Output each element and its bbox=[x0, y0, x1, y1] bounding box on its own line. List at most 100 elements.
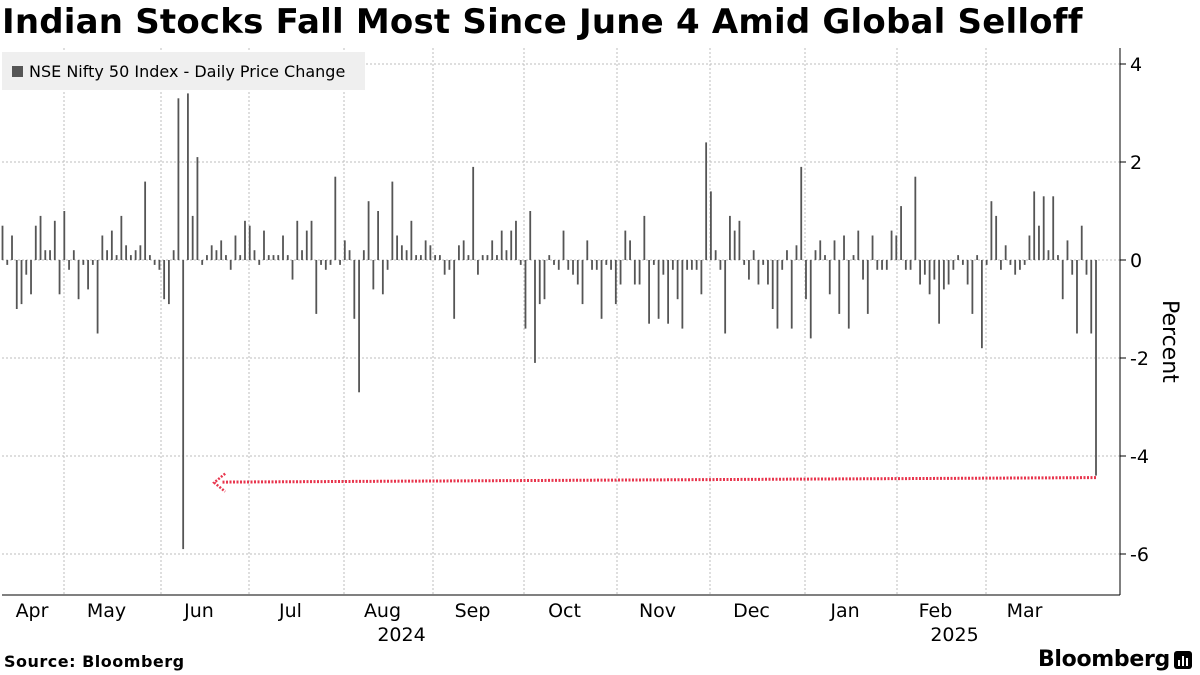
bar bbox=[215, 250, 218, 260]
bar bbox=[1052, 196, 1055, 260]
bar bbox=[900, 206, 902, 260]
bar bbox=[453, 260, 456, 319]
bar bbox=[919, 260, 921, 285]
bar bbox=[667, 260, 670, 324]
x-tick-label: Jan bbox=[829, 600, 859, 622]
bar bbox=[424, 240, 427, 260]
bar bbox=[415, 255, 418, 260]
bar bbox=[315, 260, 318, 314]
x-tick-label: Dec bbox=[733, 600, 770, 622]
bar bbox=[182, 260, 185, 550]
bar bbox=[334, 176, 337, 260]
bar bbox=[301, 250, 303, 260]
bar bbox=[529, 211, 532, 260]
bar bbox=[491, 240, 494, 260]
bar bbox=[695, 260, 698, 270]
x-year-label: 2024 bbox=[377, 624, 425, 646]
chart-title: Indian Stocks Fall Most Since June 4 Ami… bbox=[2, 2, 1083, 42]
bar bbox=[91, 260, 94, 265]
bar bbox=[20, 260, 23, 305]
bar bbox=[163, 260, 166, 300]
bar bbox=[719, 260, 722, 270]
bar bbox=[591, 260, 593, 270]
bar bbox=[1028, 235, 1031, 260]
bar bbox=[139, 245, 142, 260]
bar bbox=[819, 240, 822, 260]
bar bbox=[562, 230, 565, 260]
bar bbox=[843, 235, 845, 260]
annotation-arrow-head bbox=[212, 472, 226, 493]
bar bbox=[515, 220, 517, 260]
bar bbox=[610, 260, 612, 270]
bar bbox=[1061, 260, 1064, 300]
bar bbox=[605, 260, 608, 265]
bar bbox=[648, 260, 650, 324]
bar bbox=[871, 235, 874, 260]
bar bbox=[847, 260, 850, 329]
bar bbox=[947, 260, 950, 285]
bar bbox=[462, 240, 465, 260]
legend-swatch bbox=[12, 65, 23, 77]
bar bbox=[966, 260, 969, 285]
bar bbox=[690, 260, 693, 270]
bar bbox=[671, 260, 674, 270]
bar bbox=[1014, 260, 1017, 275]
y-tick-label: -2 bbox=[1130, 348, 1149, 370]
bar bbox=[15, 260, 18, 309]
bar bbox=[225, 255, 227, 260]
bar bbox=[538, 260, 541, 305]
legend: NSE Nifty 50 Index - Daily Price Change bbox=[2, 52, 365, 90]
bar bbox=[828, 260, 831, 295]
bar bbox=[343, 240, 346, 260]
bar bbox=[77, 260, 80, 300]
bar bbox=[938, 260, 941, 324]
bar bbox=[400, 245, 403, 260]
bar bbox=[1090, 260, 1093, 334]
bar bbox=[324, 260, 327, 270]
bar bbox=[272, 255, 275, 260]
bar bbox=[396, 235, 399, 260]
bar bbox=[34, 225, 37, 260]
bar bbox=[1000, 260, 1002, 270]
bar bbox=[244, 220, 246, 260]
bar bbox=[153, 260, 156, 265]
bar bbox=[353, 260, 356, 319]
bar bbox=[952, 260, 955, 270]
bar bbox=[282, 235, 284, 260]
bar bbox=[129, 255, 132, 260]
bar bbox=[752, 250, 755, 260]
bar bbox=[681, 260, 684, 329]
bar bbox=[686, 260, 689, 270]
bar bbox=[980, 260, 983, 349]
bar bbox=[196, 157, 199, 260]
bar bbox=[348, 250, 351, 260]
bar bbox=[239, 255, 242, 260]
bar bbox=[881, 260, 883, 270]
bar bbox=[310, 220, 313, 260]
bar bbox=[367, 201, 370, 260]
bar bbox=[362, 250, 365, 260]
bars bbox=[1, 93, 1097, 550]
bar bbox=[833, 240, 836, 260]
bar bbox=[410, 220, 413, 260]
bar bbox=[805, 260, 807, 300]
bar bbox=[705, 142, 708, 260]
bar bbox=[39, 215, 42, 260]
x-tick-label: Jun bbox=[183, 600, 214, 622]
bar bbox=[767, 260, 769, 285]
bar bbox=[557, 260, 560, 270]
bar bbox=[890, 230, 893, 260]
bar bbox=[876, 260, 879, 270]
bar bbox=[638, 260, 641, 285]
bar bbox=[458, 245, 460, 260]
bar bbox=[58, 260, 61, 295]
bar bbox=[63, 211, 66, 260]
bar bbox=[942, 260, 945, 290]
bar bbox=[1047, 250, 1050, 260]
bar bbox=[191, 215, 194, 260]
bar bbox=[296, 220, 299, 260]
bar bbox=[72, 250, 75, 260]
bar bbox=[1, 225, 4, 260]
bar bbox=[11, 235, 13, 260]
bar bbox=[443, 260, 446, 275]
